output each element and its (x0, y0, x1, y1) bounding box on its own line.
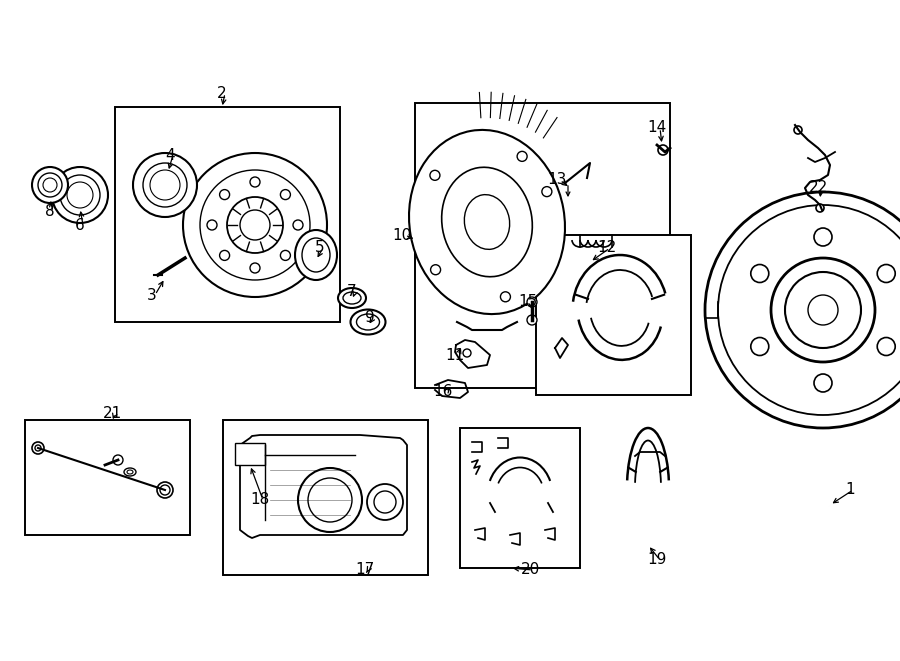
Text: 13: 13 (547, 173, 567, 188)
Circle shape (430, 264, 441, 275)
Circle shape (878, 264, 896, 282)
Circle shape (32, 442, 44, 454)
Circle shape (160, 485, 170, 495)
Ellipse shape (409, 130, 565, 314)
Circle shape (705, 192, 900, 428)
Circle shape (542, 186, 552, 196)
Circle shape (771, 258, 875, 362)
Text: 12: 12 (598, 241, 616, 256)
Text: 21: 21 (103, 405, 122, 420)
Bar (415, 103, 670, 388)
Circle shape (227, 197, 283, 253)
Circle shape (808, 295, 838, 325)
Circle shape (785, 272, 861, 348)
Text: 3: 3 (147, 288, 157, 303)
Circle shape (240, 210, 270, 240)
Circle shape (751, 338, 769, 356)
Ellipse shape (124, 468, 136, 476)
Circle shape (52, 167, 108, 223)
Text: 17: 17 (356, 563, 374, 578)
Circle shape (207, 220, 217, 230)
Ellipse shape (356, 314, 380, 330)
Circle shape (281, 251, 291, 260)
Circle shape (814, 228, 832, 246)
Circle shape (43, 178, 57, 192)
Bar (536, 235, 691, 395)
Circle shape (751, 264, 769, 282)
Ellipse shape (350, 309, 385, 334)
Text: 19: 19 (647, 553, 667, 568)
Circle shape (150, 170, 180, 200)
Circle shape (293, 220, 303, 230)
Circle shape (281, 190, 291, 200)
Bar (25, 420, 190, 535)
Text: 16: 16 (433, 385, 453, 399)
Text: 11: 11 (446, 348, 464, 362)
Ellipse shape (464, 194, 509, 249)
Circle shape (298, 468, 362, 532)
Circle shape (250, 263, 260, 273)
Circle shape (60, 175, 100, 215)
Circle shape (200, 170, 310, 280)
Circle shape (308, 478, 352, 522)
Circle shape (527, 315, 537, 325)
Circle shape (67, 182, 93, 208)
Circle shape (816, 204, 824, 212)
Text: 1: 1 (845, 483, 855, 498)
Circle shape (133, 153, 197, 217)
Polygon shape (240, 435, 407, 538)
Circle shape (463, 349, 471, 357)
Bar (235, 443, 265, 465)
Text: 7: 7 (347, 284, 356, 299)
Ellipse shape (295, 230, 337, 280)
Circle shape (183, 153, 327, 297)
Text: 18: 18 (250, 492, 270, 508)
Bar (223, 420, 428, 575)
Circle shape (143, 163, 187, 207)
Text: 22: 22 (808, 180, 828, 196)
Circle shape (220, 190, 230, 200)
Circle shape (658, 145, 668, 155)
Circle shape (430, 171, 440, 180)
Text: 9: 9 (365, 311, 375, 325)
Text: 5: 5 (315, 241, 325, 256)
Circle shape (518, 151, 527, 161)
Circle shape (35, 445, 41, 451)
Circle shape (32, 167, 68, 203)
Text: 20: 20 (520, 563, 540, 578)
Text: 6: 6 (75, 217, 85, 233)
Circle shape (527, 297, 537, 307)
Ellipse shape (338, 288, 366, 308)
Circle shape (374, 491, 396, 513)
Circle shape (220, 251, 230, 260)
Text: 10: 10 (392, 227, 411, 243)
Text: 2: 2 (217, 85, 227, 100)
Circle shape (878, 338, 896, 356)
Bar (460, 428, 580, 568)
Circle shape (500, 292, 510, 302)
Circle shape (814, 374, 832, 392)
Ellipse shape (442, 167, 532, 277)
Ellipse shape (302, 238, 330, 272)
Bar (115, 107, 340, 322)
Text: 8: 8 (45, 204, 55, 219)
Text: 14: 14 (647, 120, 667, 136)
Circle shape (367, 484, 403, 520)
Text: 4: 4 (166, 147, 175, 163)
Circle shape (113, 455, 123, 465)
Text: 15: 15 (518, 295, 537, 309)
Circle shape (250, 177, 260, 187)
Ellipse shape (343, 292, 361, 304)
Circle shape (38, 173, 62, 197)
Circle shape (157, 482, 173, 498)
Circle shape (718, 205, 900, 415)
Circle shape (794, 126, 802, 134)
Ellipse shape (127, 470, 133, 474)
